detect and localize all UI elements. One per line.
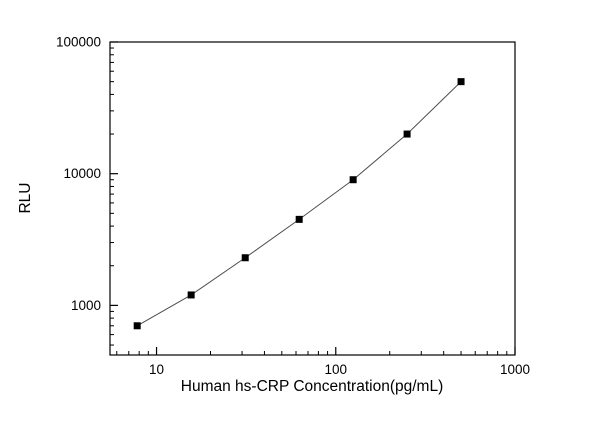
y-tick-label: 10000 <box>63 166 101 181</box>
data-point-marker <box>403 130 411 138</box>
data-point-marker <box>295 215 303 223</box>
series-line <box>136 81 462 327</box>
x-axis-label: Human hs-CRP Concentration(pg/mL) <box>181 378 443 395</box>
plot-frame <box>109 41 516 356</box>
data-point-marker <box>133 322 141 330</box>
x-tick-label: 100 <box>325 362 348 377</box>
y-tick-label: 100000 <box>56 35 101 50</box>
data-point-marker <box>241 254 249 262</box>
data-point-marker <box>457 78 465 86</box>
y-axis-label: RLU <box>17 182 34 213</box>
y-tick-label: 1000 <box>71 298 101 313</box>
x-tick-label: 1000 <box>500 362 530 377</box>
x-tick-label: 10 <box>149 362 164 377</box>
data-point-marker <box>187 291 195 299</box>
data-point-marker <box>349 176 357 184</box>
